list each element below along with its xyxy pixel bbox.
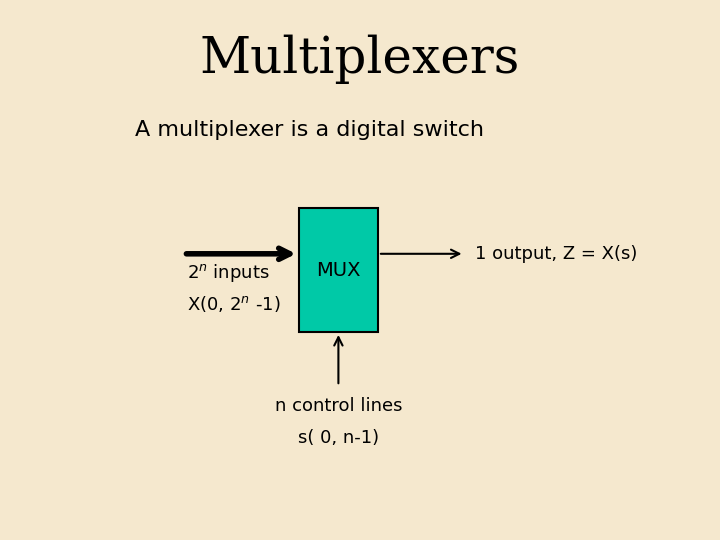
Text: A multiplexer is a digital switch: A multiplexer is a digital switch: [135, 119, 484, 140]
Bar: [299, 208, 378, 332]
Text: s( 0, n-1): s( 0, n-1): [298, 429, 379, 447]
Text: MUX: MUX: [316, 260, 361, 280]
Text: 1 output, Z = X(s): 1 output, Z = X(s): [475, 245, 638, 263]
Text: X(0, 2$^n$ -1): X(0, 2$^n$ -1): [187, 294, 281, 314]
Text: Multiplexers: Multiplexers: [200, 35, 520, 84]
Text: 2$^n$ inputs: 2$^n$ inputs: [187, 262, 270, 284]
Text: n control lines: n control lines: [274, 397, 402, 415]
